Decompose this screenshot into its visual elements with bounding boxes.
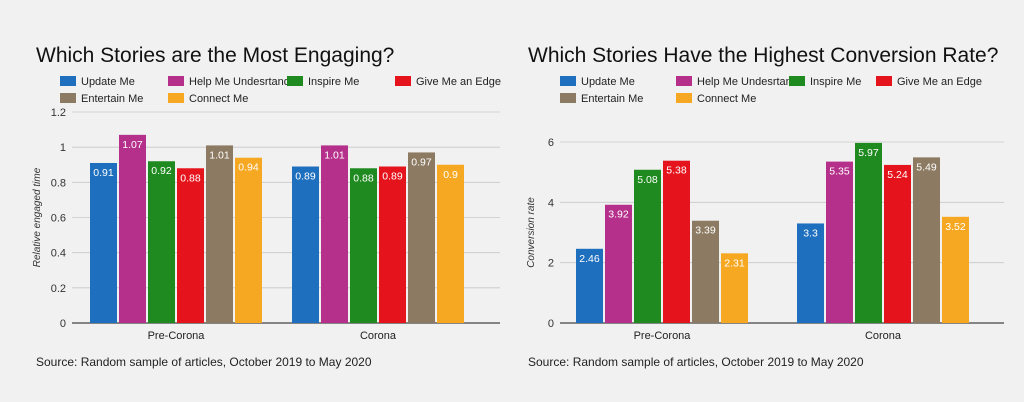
data-label: 5.24 xyxy=(887,169,908,181)
bar xyxy=(235,157,262,323)
legend-swatch xyxy=(876,76,892,86)
legend-swatch xyxy=(60,76,76,86)
data-label: 0.92 xyxy=(151,165,172,177)
legend-label: Update Me xyxy=(81,76,135,88)
bar xyxy=(321,145,348,323)
bar xyxy=(90,162,117,323)
data-label: 5.38 xyxy=(666,165,687,177)
bar xyxy=(350,168,377,323)
data-label: 0.91 xyxy=(93,167,114,179)
y-tick-label: 0.4 xyxy=(51,248,66,260)
bar xyxy=(634,169,661,323)
data-label: 5.35 xyxy=(829,166,850,178)
bar xyxy=(437,164,464,323)
data-label: 3.3 xyxy=(803,227,818,239)
bar xyxy=(797,223,824,323)
legend-label: Entertain Me xyxy=(581,93,643,105)
bar xyxy=(692,220,719,323)
legend-label: Inspire Me xyxy=(308,76,359,88)
legend-label: Entertain Me xyxy=(81,93,143,105)
y-tick-label: 0.6 xyxy=(51,213,66,225)
bar xyxy=(576,248,603,323)
data-label: 3.52 xyxy=(945,221,966,233)
y-tick-label: 0 xyxy=(548,318,554,330)
data-label: 2.46 xyxy=(579,253,600,265)
y-tick-label: 0.2 xyxy=(51,283,66,295)
bar xyxy=(826,161,853,323)
y-tick-label: 2 xyxy=(548,258,554,270)
bar xyxy=(148,161,175,323)
legend-swatch xyxy=(560,93,576,103)
data-label: 2.31 xyxy=(724,257,745,269)
chart-conversion: Update Me Help Me Undesrtand Inspire Me Giv… xyxy=(526,76,1004,342)
data-label: 5.08 xyxy=(637,174,658,186)
legend-swatch xyxy=(676,76,692,86)
bar xyxy=(292,166,319,323)
data-label: 3.92 xyxy=(608,209,629,221)
legend-label: Help Me Undesrtand xyxy=(189,76,290,88)
chart-source: Source: Random sample of articles, Octob… xyxy=(528,355,864,369)
data-label: 0.97 xyxy=(411,156,432,168)
legend-swatch xyxy=(560,76,576,86)
bar xyxy=(206,145,233,323)
bar xyxy=(663,160,690,323)
legend-label: Update Me xyxy=(581,76,635,88)
data-label: 3.39 xyxy=(695,225,716,237)
chart-source: Source: Random sample of articles, Octob… xyxy=(36,355,372,369)
legend-swatch xyxy=(395,76,411,86)
chart-title: Which Stories are the Most Engaging? xyxy=(36,44,395,67)
data-label: 0.94 xyxy=(238,162,259,174)
data-label: 0.89 xyxy=(295,171,316,183)
data-label: 1.01 xyxy=(209,149,230,161)
legend-swatch xyxy=(676,93,692,103)
legend-label: Inspire Me xyxy=(810,76,861,88)
bar xyxy=(942,216,969,323)
legend-swatch xyxy=(60,93,76,103)
x-tick-label: Pre-Corona xyxy=(148,330,206,342)
data-label: 1.01 xyxy=(324,149,345,161)
legend-label: Connect Me xyxy=(697,93,756,105)
data-label: 5.97 xyxy=(858,147,879,159)
data-label: 1.07 xyxy=(122,139,143,151)
data-label: 0.9 xyxy=(443,169,458,181)
bar xyxy=(408,152,435,323)
legend-swatch xyxy=(168,93,184,103)
legend-label: Give Me an Edge xyxy=(897,76,982,88)
bar xyxy=(177,168,204,323)
data-label: 0.88 xyxy=(180,172,201,184)
chart-engagement: Update Me Help Me Undesrtand Inspire Me Giv… xyxy=(32,76,501,342)
data-label: 0.88 xyxy=(353,172,374,184)
y-axis-label: Relative engaged time xyxy=(32,167,43,267)
bar xyxy=(913,157,940,323)
x-tick-label: Corona xyxy=(360,330,397,342)
legend-label: Connect Me xyxy=(189,93,248,105)
bar xyxy=(884,164,911,323)
data-label: 5.49 xyxy=(916,161,937,173)
y-axis-label: Conversion rate xyxy=(526,197,537,268)
chart-title: Which Stories Have the Highest Conversio… xyxy=(528,44,999,67)
y-tick-label: 6 xyxy=(548,137,554,149)
bar xyxy=(605,204,632,323)
legend-swatch xyxy=(287,76,303,86)
bar xyxy=(721,253,748,323)
y-tick-label: 1.2 xyxy=(51,107,66,119)
y-tick-label: 0.8 xyxy=(51,177,66,189)
chart-panel-conversion: Which Stories Have the Highest Conversio… xyxy=(512,0,1024,402)
legend-label: Help Me Undesrtand xyxy=(697,76,798,88)
bar xyxy=(379,166,406,323)
x-tick-label: Corona xyxy=(865,330,902,342)
bar xyxy=(855,142,882,323)
legend-swatch xyxy=(168,76,184,86)
y-tick-label: 1 xyxy=(60,142,66,154)
data-label: 0.89 xyxy=(382,171,403,183)
bar xyxy=(119,134,146,323)
legend-label: Give Me an Edge xyxy=(416,76,501,88)
legend-swatch xyxy=(789,76,805,86)
y-tick-label: 0 xyxy=(60,318,66,330)
y-tick-label: 4 xyxy=(548,197,554,209)
x-tick-label: Pre-Corona xyxy=(634,330,692,342)
chart-panel-engagement: Which Stories are the Most Engaging? Upd… xyxy=(32,44,501,369)
